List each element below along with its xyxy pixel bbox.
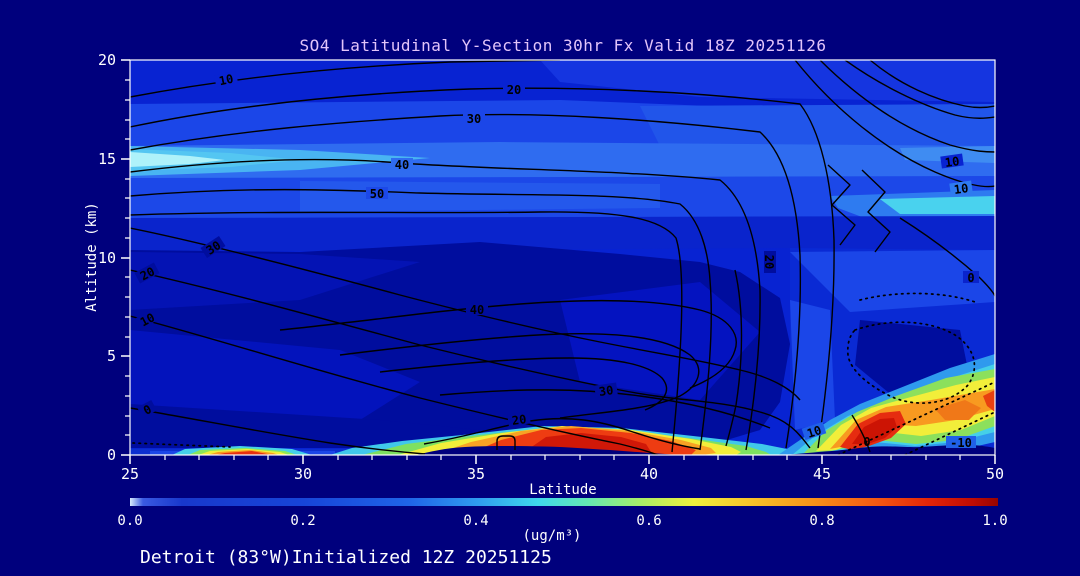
colorbar-tick-label: 0.8	[809, 513, 834, 529]
x-tick-label: 45	[813, 465, 831, 483]
colorbar-gradient	[130, 498, 998, 506]
y-tick-label: 10	[98, 249, 116, 267]
colorbar: 0.0 0.2 0.4 0.6 0.8 1.0 (ug/m³)	[117, 498, 1008, 544]
y-tick-label: 5	[107, 347, 116, 365]
colorbar-tick-label: 1.0	[982, 513, 1007, 529]
contour-label: 10	[138, 310, 157, 329]
y-tick-label: 15	[98, 150, 116, 168]
contour-label: 20	[762, 255, 776, 269]
contour-label: 30	[204, 238, 224, 258]
y-tick-label: 0	[107, 446, 116, 464]
filled-contour-field	[130, 60, 995, 455]
footer-run-info: Detroit (83°W)Initialized 12Z 20251125	[140, 547, 552, 568]
surface-hotspot-left	[172, 446, 312, 455]
contour-label: 30	[467, 112, 481, 126]
contour-label: 0	[967, 271, 974, 285]
x-tick-label: 40	[640, 465, 658, 483]
y-axis-major-ticks	[121, 59, 130, 456]
contour-labels: 10 20 30 40 50 30 20 10 0 40 30 20 20 10…	[134, 70, 979, 450]
contour-lines-solid	[130, 60, 995, 455]
x-tick-label: 35	[467, 465, 485, 483]
x-axis-minor-ticks	[164, 455, 961, 460]
y-axis-title: Altitude (km)	[84, 202, 100, 312]
y-axis-minor-ticks	[125, 79, 130, 436]
x-axis-major-ticks	[129, 455, 996, 464]
y-tick-label: 20	[98, 51, 116, 69]
contour-label: 40	[395, 158, 409, 172]
contour-label: 10	[805, 423, 823, 441]
contour-label: 0	[863, 435, 870, 449]
contour-label: 50	[370, 187, 384, 201]
contour-label: -10	[950, 436, 972, 450]
x-axis-title: Latitude	[529, 482, 596, 498]
colorbar-tick-label: 0.2	[290, 513, 315, 529]
contour-label: 20	[511, 412, 527, 428]
contour-label: 10	[953, 181, 969, 197]
x-tick-label: 50	[986, 465, 1004, 483]
contour-label: 20	[138, 264, 157, 283]
colorbar-tick-label: 0.4	[463, 513, 488, 529]
chart-title: SO4 Latitudinal Y-Section 30hr Fx Valid …	[300, 36, 827, 55]
contour-label: 40	[470, 303, 484, 317]
contour-label: 30	[598, 383, 614, 399]
colorbar-tick-label: 0.0	[117, 513, 142, 529]
contour-label: 20	[507, 83, 521, 97]
x-tick-label: 25	[121, 465, 139, 483]
terrain-silhouette	[130, 444, 995, 455]
colorbar-tick-label: 0.6	[636, 513, 661, 529]
axes: 25 30 35 40 45 50 Latitude 0 5 10 15 20 …	[84, 51, 1004, 498]
colorbar-units-label: (ug/m³)	[522, 528, 581, 544]
x-tick-label: 30	[294, 465, 312, 483]
contour-label: 10	[218, 72, 235, 89]
contour-label: 10	[944, 154, 960, 170]
contour-lines-dotted-negative	[132, 292, 995, 455]
surface-hotspot-right	[778, 354, 995, 455]
